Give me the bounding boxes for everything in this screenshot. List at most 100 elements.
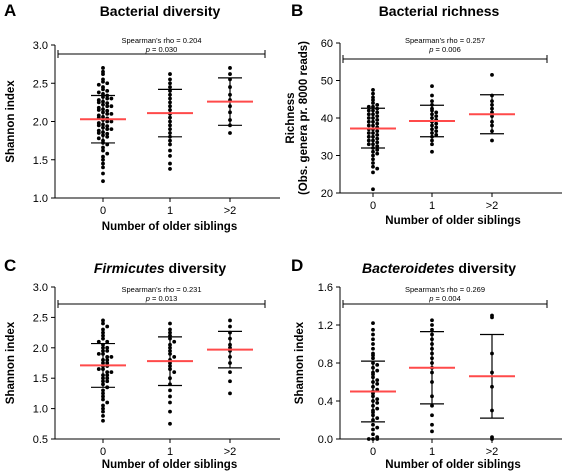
data-point — [366, 138, 371, 143]
data-point — [371, 332, 375, 337]
stat-p-value: = 0.013 — [150, 294, 177, 303]
data-point — [366, 119, 371, 124]
data-point — [109, 370, 114, 375]
y-tick-label: 2.0 — [33, 117, 48, 129]
data-point — [375, 363, 380, 367]
data-point — [371, 87, 375, 92]
data-point — [490, 315, 494, 320]
data-point — [371, 432, 375, 437]
data-point — [105, 96, 110, 101]
data-point — [101, 66, 105, 70]
panel-title: Bacteroidetes diversity — [362, 260, 516, 276]
data-point — [101, 397, 105, 402]
data-point — [101, 171, 105, 176]
data-point — [101, 72, 105, 76]
y-tick-label: 3.0 — [33, 40, 48, 52]
data-point — [109, 96, 114, 101]
y-tick-label: 50 — [321, 76, 333, 88]
panel-title-italic: Bacteroidetes — [362, 260, 455, 276]
panel-a: A Bacterial diversity 1.0 1.5 2.0 2.5 3.0 0 1 >2 N… — [4, 1, 280, 233]
data-point — [228, 72, 232, 76]
data-point — [109, 104, 114, 109]
data-point — [371, 91, 375, 96]
panel-title: Bacterial diversity — [100, 3, 221, 19]
data-point — [375, 378, 380, 382]
data-point — [105, 101, 110, 106]
data-point — [228, 379, 232, 384]
data-point — [371, 153, 375, 158]
y-tick-label: 1.5 — [33, 373, 48, 385]
data-point — [371, 346, 375, 351]
data-point — [490, 138, 494, 143]
group-0 — [80, 318, 126, 423]
group-2 — [469, 313, 515, 441]
data-point — [105, 104, 110, 109]
panel-letter: B — [291, 1, 303, 20]
data-point — [96, 131, 101, 135]
panel-title-rest: diversity — [455, 260, 517, 276]
data-point — [96, 90, 101, 95]
y-tick-label: 60 — [321, 38, 333, 50]
panel-c: C Firmicutes diversity 0.5 1.0 1.5 2.0 2.5 3.0 0… — [4, 256, 280, 471]
stat-rho: Spearman's rho = 0.204 — [121, 36, 201, 45]
stat-rho: Spearman's rho = 0.269 — [405, 285, 485, 294]
stat-p-value: = 0.030 — [150, 45, 177, 54]
data-point — [168, 421, 172, 426]
data-point — [366, 112, 371, 117]
data-point — [168, 321, 172, 326]
data-point — [101, 161, 105, 166]
panel-letter: A — [4, 1, 16, 20]
data-point — [105, 339, 110, 344]
data-point — [371, 353, 375, 358]
data-point — [371, 337, 375, 342]
x-tick-label: 1 — [429, 200, 435, 212]
y-tick-label: 30 — [321, 151, 333, 163]
y-tick-label: 2.0 — [33, 343, 48, 355]
panel-b: B Bacterial richness 20 30 40 50 60 0 1 >2 Number … — [285, 1, 562, 227]
data-point — [168, 138, 172, 143]
data-point — [375, 147, 380, 152]
data-point — [375, 132, 380, 137]
data-point — [172, 339, 177, 344]
data-point — [101, 403, 105, 408]
data-point — [101, 418, 105, 423]
data-point — [168, 161, 172, 166]
x-tick-label: >2 — [486, 200, 499, 212]
y-tick-label: 1.6 — [318, 282, 333, 294]
data-point — [105, 358, 110, 362]
data-point — [101, 336, 105, 341]
data-point — [371, 321, 375, 325]
x-tick-label: 0 — [100, 205, 106, 217]
data-point — [105, 400, 110, 405]
data-point — [96, 100, 101, 105]
data-point — [228, 131, 232, 135]
data-point — [430, 84, 434, 89]
group-0 — [350, 87, 396, 192]
data-point — [371, 157, 375, 162]
data-point — [371, 170, 375, 175]
data-point — [105, 376, 110, 381]
group-0 — [350, 321, 396, 441]
data-point — [430, 403, 434, 408]
data-point — [434, 125, 439, 130]
y-axis-label-line2: (Obs. genera pr. 8000 reads) — [298, 41, 310, 195]
data-point — [105, 373, 110, 378]
y-tick-label: 0.8 — [318, 358, 333, 370]
data-point — [101, 406, 105, 411]
data-point — [375, 416, 380, 420]
data-point — [430, 422, 434, 427]
y-tick-label: 0.0 — [318, 434, 333, 446]
x-tick-label: >2 — [224, 205, 237, 217]
data-point — [101, 413, 105, 418]
data-point — [168, 400, 172, 405]
data-point — [96, 123, 101, 128]
data-point — [101, 388, 105, 393]
y-tick-label: 20 — [321, 188, 333, 200]
data-point — [366, 437, 371, 441]
data-point — [105, 111, 110, 116]
stat-p: p = 0.030 — [145, 45, 178, 54]
x-tick-label: >2 — [224, 446, 237, 458]
data-point — [96, 108, 101, 112]
y-tick-label: 1.5 — [33, 155, 48, 167]
